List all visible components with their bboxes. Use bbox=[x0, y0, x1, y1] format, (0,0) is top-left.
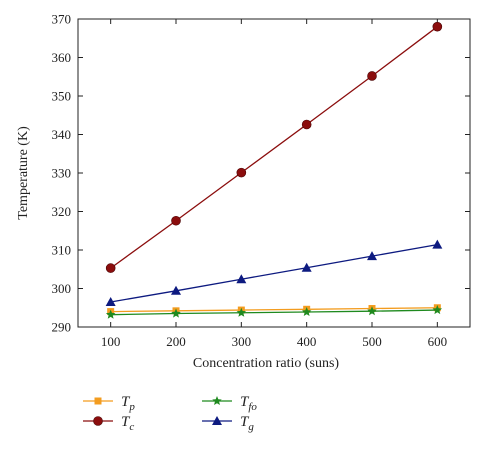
y-tick-label: 320 bbox=[52, 204, 72, 219]
data-point bbox=[171, 285, 181, 295]
legend-label: Tg bbox=[240, 414, 254, 433]
data-point bbox=[367, 71, 377, 81]
data-point bbox=[367, 306, 377, 316]
legend-item-t-p: Tp bbox=[83, 394, 135, 413]
legend-label: Tp bbox=[121, 394, 135, 413]
y-tick-label: 340 bbox=[52, 127, 72, 142]
legend-marker bbox=[93, 416, 103, 426]
y-tick-label: 350 bbox=[52, 89, 72, 104]
legend-marker bbox=[212, 396, 222, 406]
y-tick-label: 300 bbox=[52, 281, 72, 296]
series-t-fo bbox=[105, 305, 443, 319]
x-tick-label: 500 bbox=[362, 334, 382, 349]
y-tick-label: 290 bbox=[52, 320, 72, 335]
series-layer bbox=[105, 21, 443, 319]
data-point bbox=[236, 274, 247, 284]
series-line bbox=[110, 243, 438, 303]
legend-label: Tfo bbox=[240, 394, 257, 413]
x-tick-label: 300 bbox=[232, 334, 252, 349]
legend-marker bbox=[94, 397, 102, 405]
plot-frame bbox=[77, 18, 471, 328]
legend-label-sub: fo bbox=[248, 401, 257, 413]
series-line bbox=[110, 26, 438, 269]
x-tick-label: 600 bbox=[428, 334, 448, 349]
x-tick-label: 200 bbox=[166, 334, 186, 349]
legend-label-sub: p bbox=[128, 401, 135, 413]
series-line bbox=[110, 309, 438, 316]
data-point bbox=[432, 21, 443, 32]
legend-item-t-g: Tg bbox=[202, 414, 254, 433]
data-point bbox=[301, 306, 312, 317]
data-point bbox=[171, 308, 181, 318]
plot-area bbox=[77, 18, 471, 328]
series-t-c bbox=[105, 21, 443, 273]
data-point bbox=[236, 307, 247, 317]
data-point bbox=[236, 167, 247, 178]
legend-label: Tc bbox=[121, 414, 134, 433]
series-line bbox=[110, 307, 438, 313]
y-tick-label: 360 bbox=[52, 50, 72, 65]
x-tick-label: 400 bbox=[297, 334, 317, 349]
y-tick-label: 370 bbox=[52, 12, 72, 27]
data-point bbox=[105, 296, 116, 306]
legend-label-sub: g bbox=[248, 421, 254, 433]
y-axis-label: Temperature (K) bbox=[16, 126, 31, 220]
data-point bbox=[171, 215, 181, 226]
y-tick-label: 310 bbox=[52, 243, 72, 258]
data-point bbox=[301, 262, 312, 272]
legend-item-t-c: Tc bbox=[83, 414, 134, 433]
legend-marker bbox=[212, 416, 222, 425]
data-point bbox=[105, 309, 116, 319]
data-point bbox=[367, 251, 377, 261]
x-tick-label: 100 bbox=[101, 334, 121, 349]
y-tick-label: 330 bbox=[52, 166, 72, 181]
legend-label-sub: c bbox=[129, 421, 134, 433]
legend: Tp Tfo Tc Tg bbox=[83, 394, 257, 433]
series-t-g bbox=[105, 239, 443, 306]
data-point bbox=[301, 119, 312, 130]
data-point bbox=[105, 263, 116, 273]
data-point bbox=[432, 239, 443, 249]
data-point bbox=[432, 305, 443, 315]
legend-item-t-fo: Tfo bbox=[202, 394, 257, 413]
axes: 100 200 300 400 500 600 290 300 310 320 330 340 350 3… bbox=[16, 12, 470, 371]
x-axis-label: Concentration ratio (suns) bbox=[193, 356, 340, 371]
